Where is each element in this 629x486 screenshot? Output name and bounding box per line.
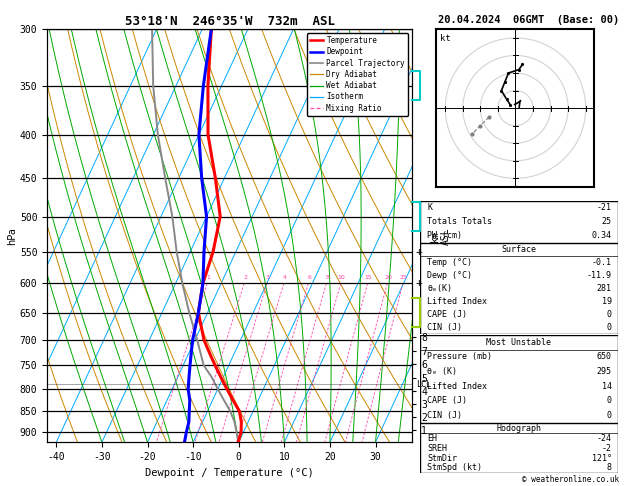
Text: Lifted Index: Lifted Index — [428, 297, 487, 306]
Text: 3: 3 — [266, 276, 270, 280]
Text: 25: 25 — [602, 217, 612, 226]
Text: 121°: 121° — [592, 453, 612, 463]
Text: Pressure (mb): Pressure (mb) — [428, 352, 493, 362]
Text: +: + — [415, 246, 422, 257]
Text: StmSpd (kt): StmSpd (kt) — [428, 464, 482, 472]
Text: 0: 0 — [607, 411, 612, 420]
Text: 0.34: 0.34 — [592, 231, 612, 241]
Text: 281: 281 — [597, 284, 612, 294]
Text: CAPE (J): CAPE (J) — [428, 396, 467, 405]
Text: -24: -24 — [597, 434, 612, 443]
Text: PW (cm): PW (cm) — [428, 231, 462, 241]
Text: 295: 295 — [597, 367, 612, 376]
Text: 1: 1 — [206, 276, 210, 280]
Text: 10: 10 — [338, 276, 345, 280]
Text: 15: 15 — [365, 276, 372, 280]
Text: Temp (°C): Temp (°C) — [428, 259, 472, 267]
Text: 20.04.2024  06GMT  (Base: 00): 20.04.2024 06GMT (Base: 00) — [438, 15, 619, 25]
Text: Surface: Surface — [501, 245, 536, 255]
Text: 0: 0 — [607, 323, 612, 332]
Text: +: + — [415, 278, 422, 289]
X-axis label: Dewpoint / Temperature (°C): Dewpoint / Temperature (°C) — [145, 468, 314, 478]
Text: 650: 650 — [597, 352, 612, 362]
Text: Lifted Index: Lifted Index — [428, 382, 487, 391]
Y-axis label: km
ASL: km ASL — [430, 227, 451, 244]
Y-axis label: hPa: hPa — [7, 227, 17, 244]
Text: 25: 25 — [400, 276, 408, 280]
Text: 19: 19 — [602, 297, 612, 306]
Text: K: K — [428, 203, 433, 212]
Text: 4: 4 — [282, 276, 287, 280]
Text: 8: 8 — [607, 464, 612, 472]
Text: -21: -21 — [597, 203, 612, 212]
Text: θₑ(K): θₑ(K) — [428, 284, 452, 294]
Text: 0: 0 — [607, 311, 612, 319]
Text: kt: kt — [440, 34, 450, 43]
Text: 6: 6 — [308, 276, 311, 280]
Text: Totals Totals: Totals Totals — [428, 217, 493, 226]
Legend: Temperature, Dewpoint, Parcel Trajectory, Dry Adiabat, Wet Adiabat, Isotherm, Mi: Temperature, Dewpoint, Parcel Trajectory… — [306, 33, 408, 116]
Text: CIN (J): CIN (J) — [428, 323, 462, 332]
Title: 53°18'N  246°35'W  732m  ASL: 53°18'N 246°35'W 732m ASL — [125, 15, 335, 28]
Text: 0: 0 — [607, 396, 612, 405]
Text: LCL: LCL — [416, 380, 431, 389]
Text: Dewp (°C): Dewp (°C) — [428, 272, 472, 280]
Text: 2: 2 — [243, 276, 247, 280]
Text: © weatheronline.co.uk: © weatheronline.co.uk — [523, 474, 620, 484]
Text: 8: 8 — [325, 276, 329, 280]
Text: -0.1: -0.1 — [592, 259, 612, 267]
Text: -11.9: -11.9 — [587, 272, 612, 280]
Text: 14: 14 — [602, 382, 612, 391]
Text: StmDir: StmDir — [428, 453, 457, 463]
Text: Most Unstable: Most Unstable — [486, 338, 551, 347]
Text: 20: 20 — [384, 276, 392, 280]
Text: CIN (J): CIN (J) — [428, 411, 462, 420]
Text: -2: -2 — [602, 444, 612, 452]
Text: CAPE (J): CAPE (J) — [428, 311, 467, 319]
Text: SREH: SREH — [428, 444, 447, 452]
Text: EH: EH — [428, 434, 437, 443]
Text: θₑ (K): θₑ (K) — [428, 367, 457, 376]
Text: Hodograph: Hodograph — [496, 424, 541, 433]
